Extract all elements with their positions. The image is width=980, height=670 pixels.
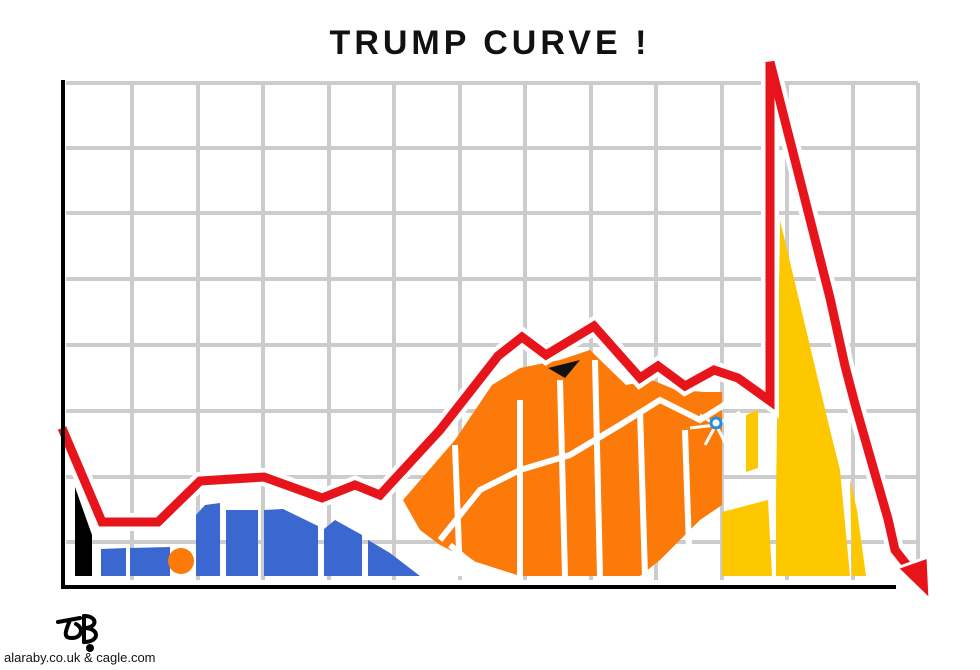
arrow-head-icon bbox=[894, 554, 932, 604]
orange-figure bbox=[403, 350, 758, 579]
credit-text: alaraby.co.uk & cagle.com bbox=[4, 650, 156, 665]
cartoon-title: TRUMP CURVE ! bbox=[329, 24, 651, 62]
orange-ball-icon bbox=[168, 548, 194, 574]
chart-axes bbox=[61, 80, 896, 589]
black-figure bbox=[75, 487, 92, 576]
yellow-figure bbox=[722, 220, 866, 576]
blue-figure bbox=[101, 503, 420, 576]
trend-line bbox=[53, 59, 932, 604]
artist-signature bbox=[56, 614, 98, 652]
